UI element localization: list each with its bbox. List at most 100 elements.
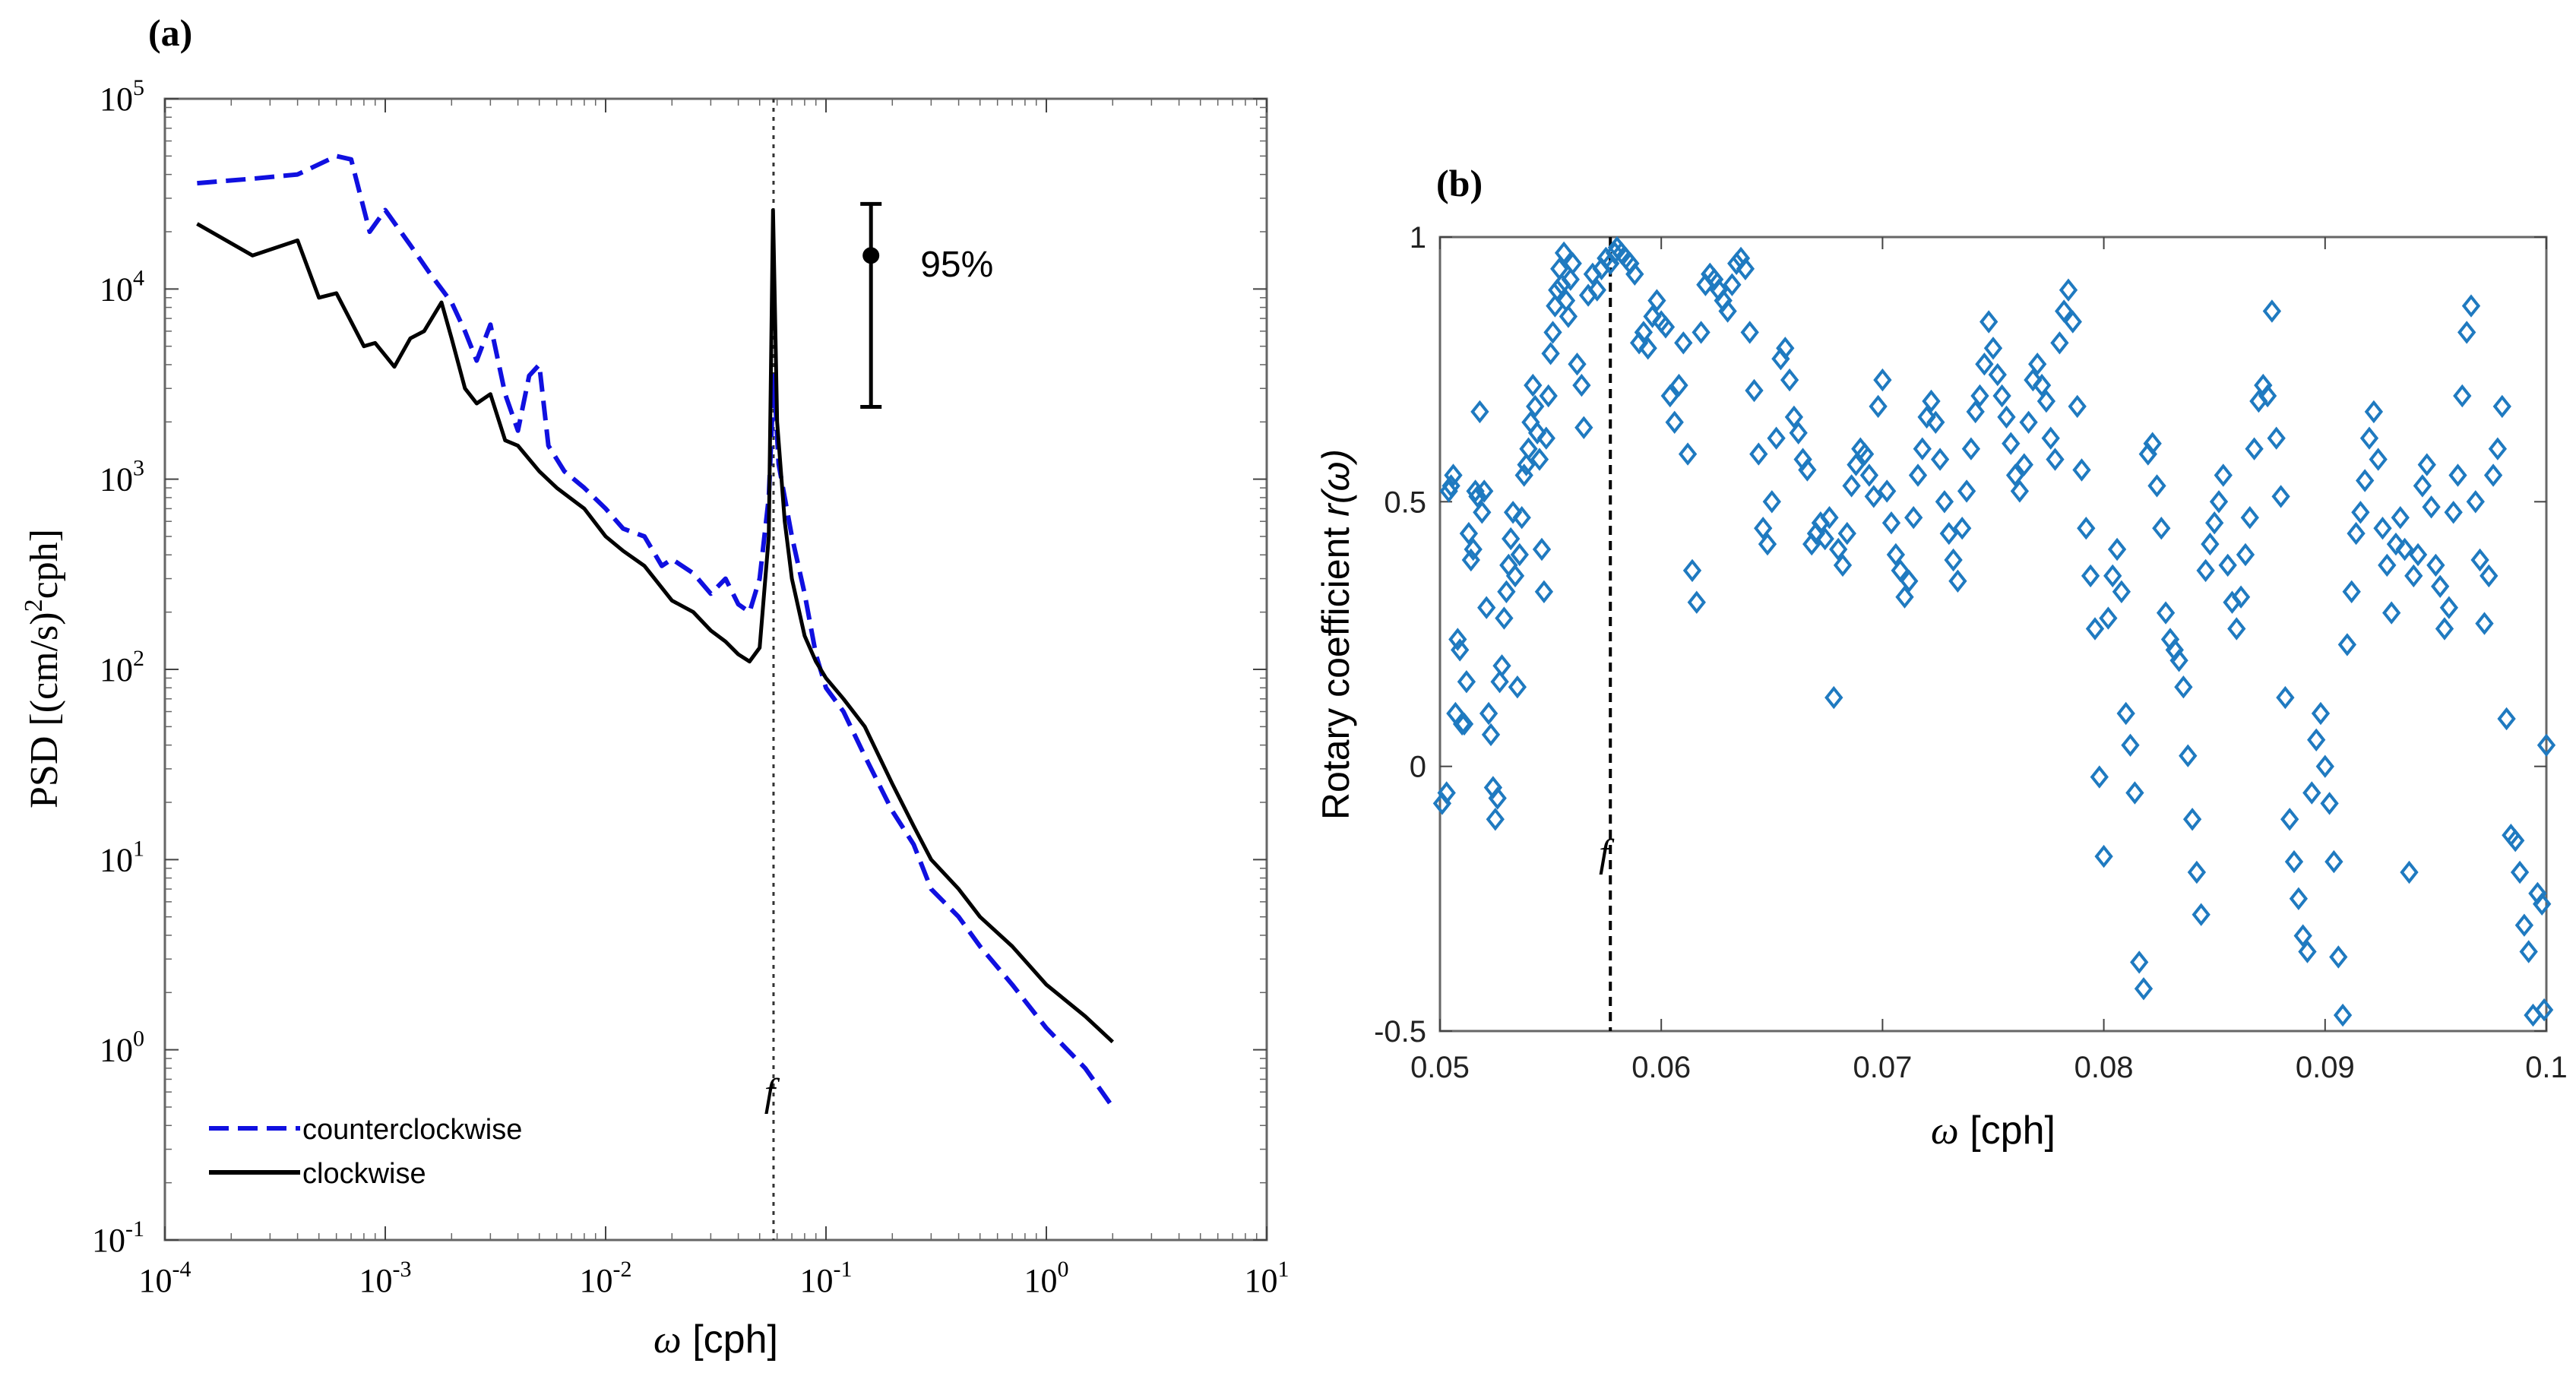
- scatter-point: [1727, 251, 1746, 276]
- x-tick-label: 0.06: [1631, 1051, 1691, 1084]
- scatter-point: [1837, 521, 1856, 546]
- panel-b-label: (b): [1436, 162, 1483, 204]
- scatter-point: [2293, 924, 2312, 947]
- scatter-point: [1754, 516, 1773, 540]
- scatter-point: [1660, 384, 1679, 408]
- scatter-point: [2276, 685, 2295, 710]
- confidence-label: 95%: [920, 245, 993, 285]
- scatter-point: [2116, 701, 2135, 726]
- scatter-point: [2404, 564, 2423, 588]
- scatter-point: [2536, 733, 2556, 758]
- scatter-point: [2298, 940, 2317, 963]
- x-tick-label: 0.09: [2296, 1051, 2355, 1084]
- scatter-point: [1512, 505, 1531, 530]
- scatter-point: [1534, 580, 1554, 604]
- scatter-point: [2182, 808, 2202, 831]
- scatter-point: [2497, 707, 2516, 731]
- scatter-point: [1536, 426, 1555, 450]
- scatter-point: [2359, 426, 2379, 450]
- scatter-point: [1527, 421, 1547, 445]
- y-tick-label: 10-1: [92, 1216, 144, 1259]
- scatter-point: [1457, 669, 1476, 694]
- scatter-point: [1776, 337, 1795, 360]
- scatter-point: [1939, 521, 1958, 546]
- scatter-point: [1891, 558, 1910, 583]
- scatter-point: [2179, 744, 2198, 767]
- scatter-point: [1574, 416, 1593, 440]
- scatter-point: [2413, 474, 2432, 498]
- ylabel-b-sym: r(ω): [1315, 449, 1357, 517]
- scatter-point: [2121, 733, 2140, 758]
- xlabel-b-unit: [cph]: [1959, 1109, 2055, 1153]
- series-counterclockwise: [197, 153, 1115, 1109]
- scatter-point: [1895, 585, 1914, 609]
- scatter-point: [2457, 321, 2476, 344]
- y-tick-exponent: 0: [133, 1026, 144, 1052]
- scatter-point: [2342, 580, 2361, 604]
- scatter-point: [1691, 321, 1710, 344]
- scatter-point: [2382, 601, 2401, 625]
- scatter-point: [1543, 321, 1562, 344]
- scatter-point: [1497, 580, 1516, 604]
- y-tick-label: 105: [100, 75, 144, 118]
- panel-a-ticks: [164, 98, 1267, 1241]
- scatter-point: [2014, 453, 2033, 476]
- scatter-point: [1502, 527, 1521, 551]
- scatter-point: [1532, 537, 1552, 561]
- scatter-point: [1510, 542, 1529, 567]
- xlabel-a-unit: [cph]: [682, 1317, 778, 1362]
- scatter-point: [1554, 241, 1574, 265]
- scatter-point: [2174, 675, 2193, 699]
- scatter-point: [2085, 617, 2105, 641]
- scatter-point: [2302, 781, 2321, 805]
- scatter-point: [1961, 437, 1981, 460]
- scatter-point: [2099, 606, 2118, 630]
- scatter-point: [1505, 564, 1525, 588]
- scatter-point: [2002, 432, 2021, 455]
- scatter-point: [2201, 532, 2220, 556]
- scatter-point: [2506, 828, 2525, 852]
- scatter-point: [1448, 628, 1467, 651]
- panel-b-y-tick-labels: -0.5 0 0.5 1: [1374, 221, 1426, 1049]
- scatter-point: [2041, 426, 2060, 450]
- scatter-point: [1468, 485, 1487, 508]
- scatter-point: [2280, 808, 2299, 831]
- scatter-point: [2289, 887, 2309, 911]
- scatter-point: [2231, 585, 2251, 609]
- scatter-point: [1953, 516, 1972, 540]
- scatter-point: [1647, 289, 1666, 312]
- x-tick-label: 0.07: [1853, 1051, 1912, 1084]
- scatter-point: [1881, 511, 1901, 535]
- scatter-point: [1452, 712, 1472, 736]
- x-tick-label: 0.08: [2074, 1051, 2134, 1084]
- x-tick-exponent: 1: [1278, 1257, 1290, 1282]
- scatter-point: [1935, 490, 1954, 514]
- scatter-point: [2479, 564, 2498, 588]
- scatter-point: [2311, 701, 2331, 726]
- legend-cw-label: clockwise: [302, 1158, 426, 1190]
- xlabel-b-sym: ω: [1931, 1109, 1959, 1153]
- y-tick-label: -0.5: [1374, 1015, 1426, 1049]
- scatter-point: [2258, 384, 2277, 408]
- scatter-point: [2461, 294, 2481, 318]
- scatter-point: [1634, 321, 1654, 344]
- scatter-point: [1479, 701, 1498, 726]
- scatter-point: [1913, 437, 1932, 460]
- scatter-point: [2227, 617, 2246, 641]
- scatter-point: [2337, 633, 2357, 656]
- scatter-point: [2196, 558, 2215, 583]
- scatter-point: [1820, 505, 1839, 530]
- scatter-point: [2063, 310, 2082, 334]
- x-tick-exponent: 0: [1058, 1257, 1069, 1282]
- scatter-point: [1789, 421, 1808, 445]
- panel-a-y-axis-label: PSD [(cm/s)2cph]: [20, 529, 66, 808]
- ylabel-b-main: Rotary coefficient: [1315, 517, 1357, 820]
- scatter-point: [1470, 400, 1489, 424]
- scatter-point: [1957, 479, 1976, 503]
- x-tick-label: 0.05: [1410, 1051, 1470, 1084]
- scatter-point: [2094, 844, 2113, 868]
- y-tick-mantissa: 10: [100, 270, 133, 308]
- scatter-point: [1508, 675, 1527, 699]
- scatter-point: [2475, 612, 2494, 635]
- scatter-point: [2492, 394, 2511, 419]
